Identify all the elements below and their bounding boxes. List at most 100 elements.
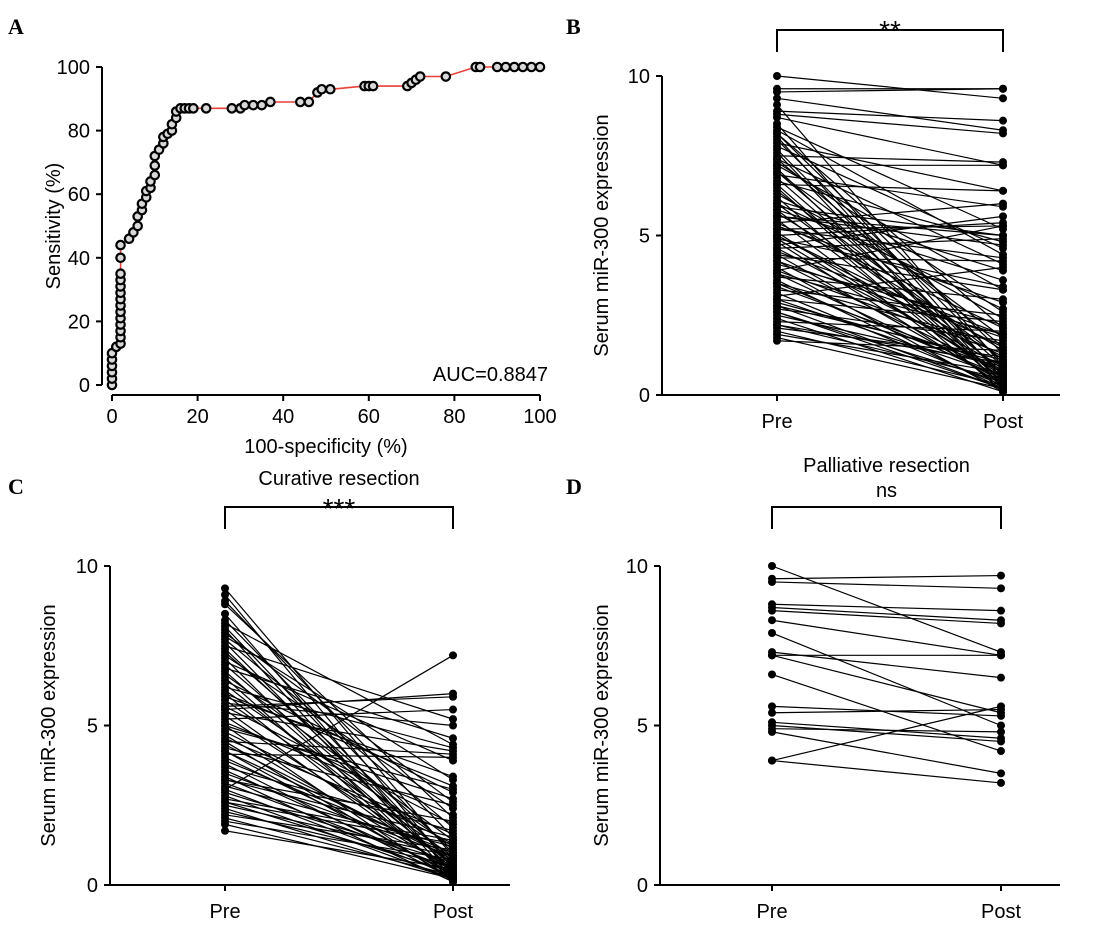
significance-bracket bbox=[771, 506, 1002, 529]
pair-line bbox=[771, 731, 1002, 774]
panel-letter: D bbox=[566, 474, 582, 499]
pair-line bbox=[776, 238, 1004, 288]
y-tick-label: 10 bbox=[628, 66, 650, 88]
roc-point bbox=[316, 83, 328, 95]
pair-line bbox=[224, 654, 454, 790]
pre-point bbox=[768, 702, 776, 711]
x-tick-label: 60 bbox=[358, 406, 380, 428]
pair-line bbox=[776, 88, 1004, 93]
post-point bbox=[997, 769, 1005, 778]
pre-point bbox=[773, 72, 781, 80]
post-point bbox=[449, 817, 457, 826]
post-point bbox=[997, 721, 1005, 730]
pre-point bbox=[221, 820, 229, 829]
pair-line bbox=[776, 238, 1004, 374]
x-tick-label: 100 bbox=[523, 406, 556, 428]
pre-point bbox=[773, 180, 781, 189]
panel-b: B 0 5 10 Pre Post Serum miR-300 expression ** bbox=[566, 14, 1060, 433]
y-tick-label: 60 bbox=[68, 184, 90, 206]
pair-line bbox=[224, 814, 454, 851]
x-tick-label: 0 bbox=[106, 406, 117, 428]
pre-point bbox=[773, 129, 781, 138]
post-point bbox=[449, 845, 457, 854]
roc-point bbox=[414, 71, 426, 82]
post-point bbox=[999, 343, 1007, 352]
pre-point bbox=[773, 301, 781, 310]
post-point bbox=[997, 747, 1005, 756]
pair-line bbox=[224, 747, 454, 806]
post-point bbox=[997, 651, 1005, 660]
pair-line bbox=[224, 693, 454, 787]
post-point bbox=[999, 199, 1007, 208]
pair-line bbox=[224, 804, 454, 857]
pair-line bbox=[776, 203, 1004, 224]
x-category-label: Post bbox=[433, 901, 473, 923]
post-point bbox=[999, 234, 1007, 243]
pre-point bbox=[773, 218, 781, 227]
post-point bbox=[999, 161, 1007, 170]
panel-a: A 0 20 40 60 80 100 0 20 40 60 80 100 100-specificity… bbox=[8, 14, 557, 458]
roc-point bbox=[517, 61, 529, 73]
y-tick-label: 80 bbox=[68, 121, 90, 143]
post-point bbox=[997, 673, 1005, 682]
pair-line bbox=[224, 779, 454, 822]
y-tick-label: 100 bbox=[57, 57, 90, 79]
pair-line bbox=[224, 791, 454, 864]
pre-point bbox=[773, 308, 781, 317]
post-point bbox=[449, 782, 457, 791]
significance-label: *** bbox=[323, 493, 356, 524]
panel-title: Curative resection bbox=[258, 468, 419, 490]
post-point bbox=[999, 94, 1007, 103]
pair-line bbox=[224, 673, 454, 841]
pair-line bbox=[776, 333, 1004, 374]
roc-point bbox=[500, 61, 512, 73]
y-axis-label: Serum miR-300 expression bbox=[591, 114, 613, 356]
pair-line bbox=[776, 183, 1004, 192]
pair-line bbox=[776, 184, 1004, 383]
pair-line bbox=[776, 324, 1004, 364]
pre-point bbox=[773, 205, 781, 214]
post-point bbox=[999, 84, 1007, 93]
post-point bbox=[997, 778, 1005, 787]
post-point bbox=[449, 839, 457, 848]
post-point bbox=[997, 606, 1005, 615]
post-point bbox=[449, 852, 457, 861]
pre-point bbox=[768, 577, 776, 586]
roc-point bbox=[491, 61, 503, 73]
auc-annotation: AUC=0.8847 bbox=[433, 364, 548, 386]
pair-line bbox=[776, 282, 1004, 377]
pair-line bbox=[776, 116, 1004, 166]
pair-line bbox=[224, 724, 454, 800]
post-point bbox=[449, 874, 457, 883]
significance-label: ns bbox=[876, 480, 897, 502]
post-point bbox=[449, 801, 457, 810]
pre-point bbox=[221, 590, 229, 599]
post-point bbox=[997, 619, 1005, 628]
roc-point bbox=[265, 96, 276, 108]
pair-line bbox=[776, 250, 1004, 335]
pair-line bbox=[771, 705, 1002, 762]
pair-line bbox=[776, 225, 1004, 272]
post-point bbox=[997, 711, 1005, 720]
pair-line bbox=[224, 798, 454, 841]
pair-line bbox=[776, 247, 1004, 367]
pair-line bbox=[224, 708, 454, 720]
roc-point bbox=[115, 239, 126, 251]
pre-point bbox=[221, 600, 229, 609]
pair-line bbox=[224, 696, 454, 778]
post-point bbox=[999, 241, 1007, 250]
roc-point bbox=[132, 220, 143, 232]
post-point bbox=[449, 794, 457, 803]
x-category-label: Pre bbox=[756, 901, 787, 923]
pair-line bbox=[776, 234, 1004, 348]
y-axis-label: Sensitivity (%) bbox=[43, 163, 65, 290]
pre-point bbox=[773, 244, 781, 253]
x-tick-label: 20 bbox=[186, 406, 208, 428]
pre-point bbox=[221, 785, 229, 794]
pair-line bbox=[224, 626, 454, 867]
post-point bbox=[449, 721, 457, 730]
pair-line bbox=[224, 709, 454, 873]
pre-point bbox=[221, 826, 229, 835]
post-point bbox=[999, 324, 1007, 333]
pre-point bbox=[773, 320, 781, 329]
